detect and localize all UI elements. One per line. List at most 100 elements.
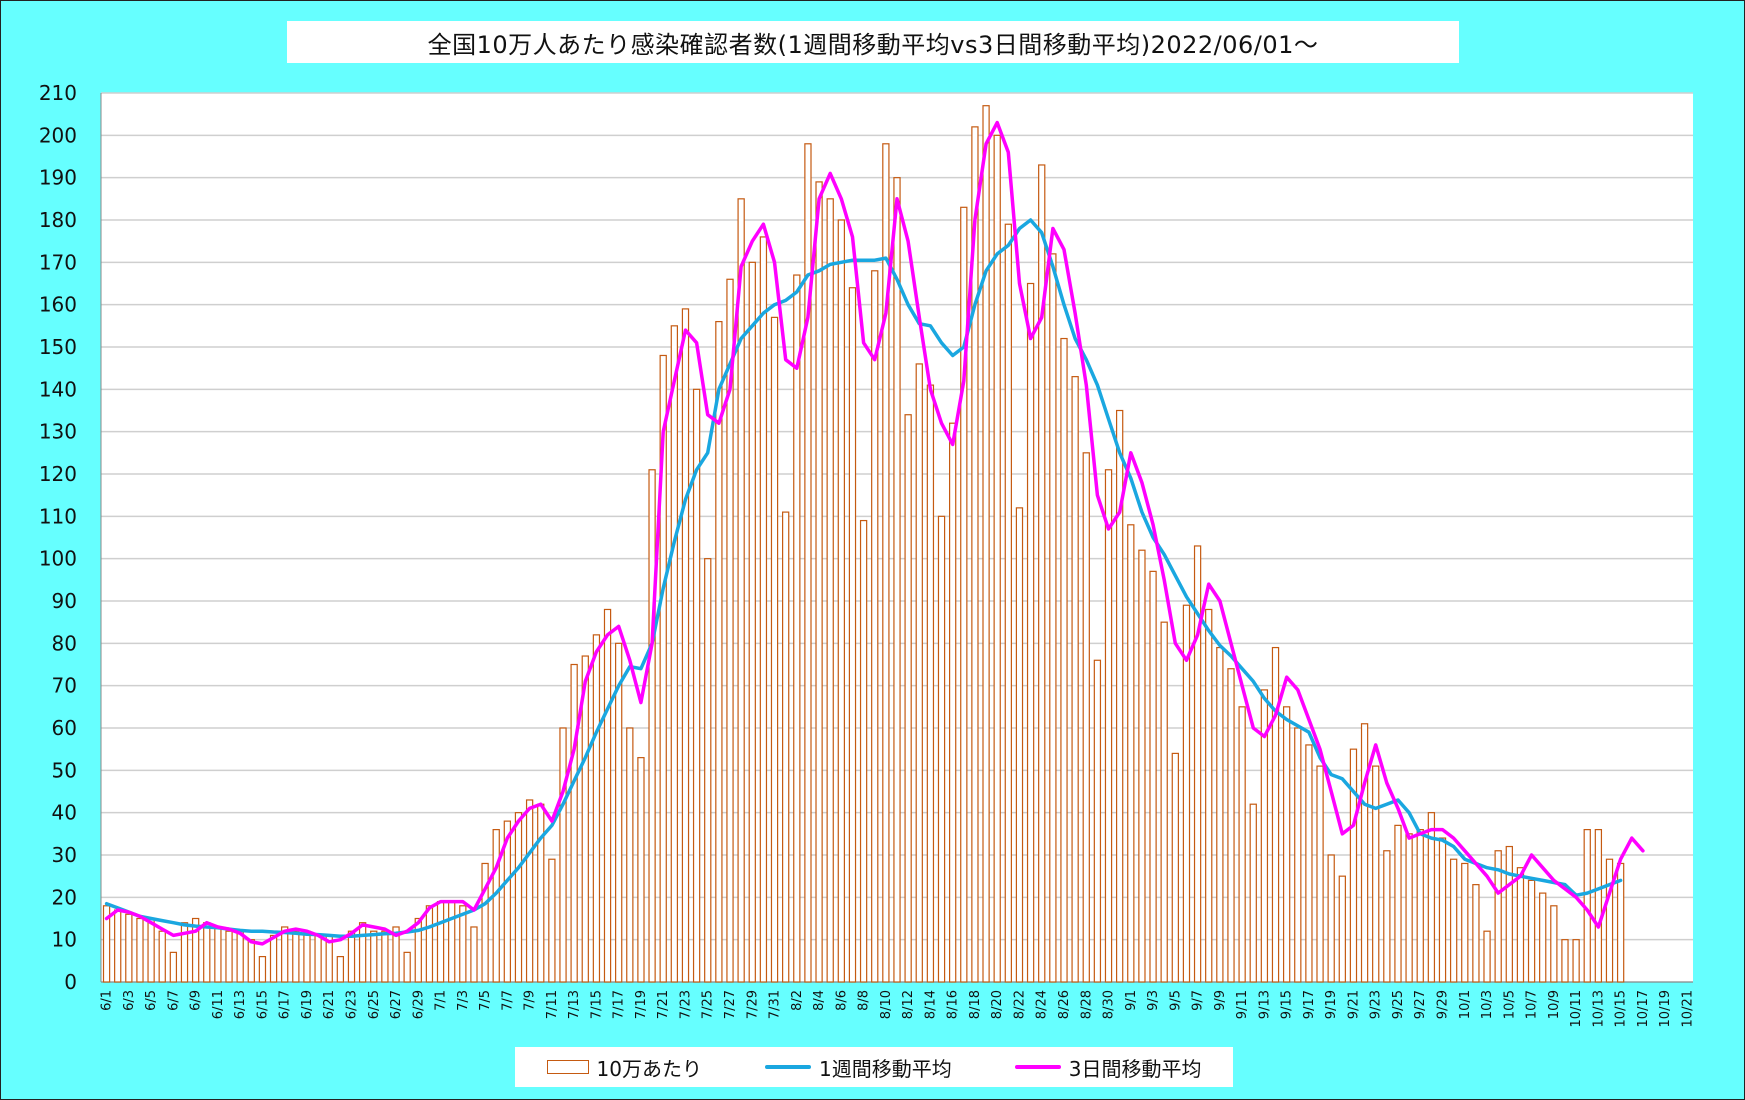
x-tick-label: 9/13 — [1257, 990, 1272, 1019]
bar — [681, 308, 690, 983]
x-tick-label: 7/31 — [768, 990, 783, 1019]
x-tick-label: 6/1 — [100, 990, 115, 1011]
x-tick-label: 9/23 — [1369, 990, 1384, 1019]
bar — [692, 388, 701, 983]
y-tick-label: 200 — [39, 123, 77, 147]
bar — [403, 951, 411, 983]
bar — [1127, 524, 1135, 983]
bar — [993, 134, 1001, 983]
y-tick-label: 110 — [39, 504, 77, 528]
chart-svg: 0 10 20 30 40 50 60 70 80 90 100 110 120 130 140 150 160… — [39, 81, 1696, 1027]
bar — [537, 803, 545, 983]
bar — [1193, 545, 1202, 983]
bar — [1394, 824, 1402, 983]
legend-label-weekly: 1週間移動平均 — [818, 1056, 952, 1081]
bar — [414, 917, 422, 983]
bar — [804, 143, 812, 983]
legend-label-3day: 3日間移動平均 — [1068, 1056, 1202, 1081]
bar — [1082, 452, 1090, 983]
bar — [114, 909, 122, 983]
bar — [748, 261, 756, 983]
x-tick-label: 7/19 — [634, 990, 649, 1019]
chart-title: 全国10万人あたり感染確認者数(1週間移動平均vs3日間移動平均)2022/06… — [287, 21, 1459, 63]
bar — [281, 926, 289, 983]
x-tick-label: 8/24 — [1035, 990, 1050, 1019]
bar — [1104, 469, 1113, 983]
legend-item-3day: 3日間移動平均 — [1014, 1053, 1202, 1082]
bar — [1049, 253, 1057, 983]
x-tick-label: 6/11 — [211, 990, 226, 1019]
three-day-average-line — [104, 120, 1645, 946]
bar — [770, 316, 779, 983]
bar — [793, 274, 801, 983]
x-tick-label: 9/9 — [1213, 990, 1228, 1011]
bar — [358, 922, 367, 983]
bar — [1550, 905, 1558, 983]
x-tick-label: 10/15 — [1614, 990, 1629, 1027]
bar — [1438, 837, 1447, 983]
bar — [1483, 930, 1491, 983]
x-tick-label: 10/3 — [1480, 990, 1495, 1019]
x-tick-label: 8/12 — [901, 990, 916, 1019]
x-tick-label: 7/15 — [589, 990, 604, 1019]
bar — [247, 939, 255, 983]
bar — [592, 634, 601, 983]
x-tick-label: 7/27 — [723, 990, 738, 1019]
x-tick-label: 6/23 — [345, 990, 360, 1019]
bar — [514, 812, 523, 983]
bar — [180, 922, 189, 983]
bar — [336, 955, 345, 983]
bar — [503, 820, 512, 983]
bar — [648, 469, 656, 983]
x-tick-label: 8/8 — [857, 990, 872, 1011]
x-tick-label: 10/11 — [1569, 990, 1584, 1027]
bar — [848, 287, 857, 983]
bar — [258, 955, 267, 983]
bar — [1449, 858, 1458, 983]
bar — [1227, 668, 1235, 983]
bar — [626, 727, 634, 983]
y-tick-label: 170 — [39, 250, 77, 274]
bar — [915, 363, 923, 983]
x-tick-label: 8/22 — [1013, 990, 1028, 1019]
bar — [1205, 608, 1213, 983]
bar — [1038, 164, 1046, 983]
bar — [1271, 646, 1280, 983]
x-tick-label: 6/25 — [367, 990, 382, 1019]
bar — [1605, 858, 1614, 983]
bar — [1305, 744, 1313, 983]
bar — [470, 926, 478, 983]
bar — [203, 922, 211, 983]
bar — [1249, 803, 1257, 983]
bar — [704, 558, 712, 983]
bar — [904, 414, 912, 983]
bar — [1026, 282, 1035, 983]
bar — [1316, 765, 1324, 983]
bar — [448, 900, 456, 983]
bar — [1138, 549, 1146, 983]
bar — [1149, 570, 1157, 983]
x-tick-label: 7/29 — [745, 990, 760, 1019]
y-tick-label: 30 — [52, 843, 77, 867]
bar — [982, 105, 990, 983]
bar — [525, 799, 534, 983]
y-tick-label: 150 — [39, 335, 77, 359]
x-tick-label: 7/21 — [656, 990, 671, 1019]
bar — [937, 515, 946, 983]
bar — [392, 926, 400, 983]
x-tick-label: 6/29 — [411, 990, 426, 1019]
x-tick-label: 10/5 — [1502, 990, 1517, 1019]
bar — [926, 384, 935, 983]
y-tick-label: 80 — [52, 631, 77, 655]
x-tick-label: 8/10 — [879, 990, 894, 1019]
bar — [1071, 376, 1079, 983]
legend-item-weekly: 1週間移動平均 — [764, 1053, 952, 1082]
x-tick-label: 9/5 — [1168, 990, 1183, 1011]
y-tick-label: 130 — [39, 420, 77, 444]
bar — [581, 655, 589, 983]
legend-item-bars: 10万あたり — [546, 1053, 702, 1082]
bar — [815, 181, 823, 983]
x-tick-label: 8/20 — [990, 990, 1005, 1019]
bar — [1160, 621, 1168, 983]
